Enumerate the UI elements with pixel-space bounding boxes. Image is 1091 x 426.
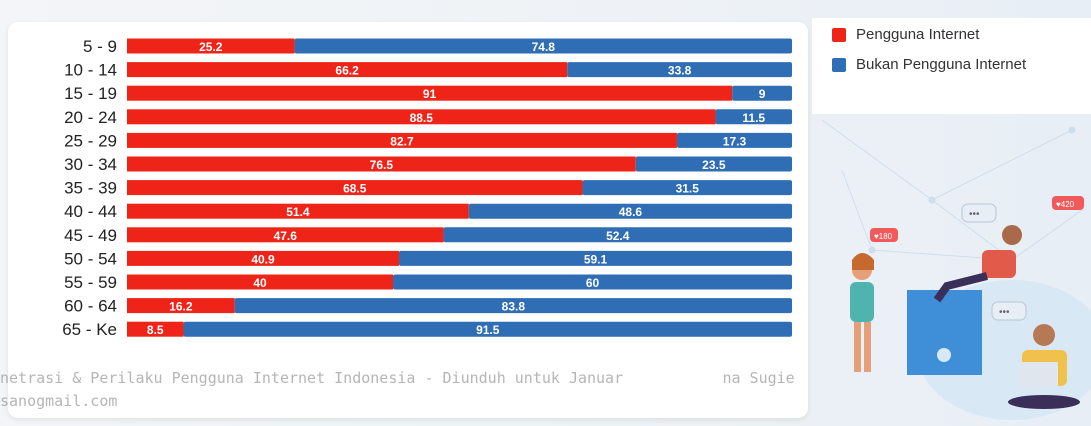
svg-text:•••: •••	[999, 307, 1010, 318]
bar-segment-bukan-2	[732, 85, 792, 101]
category-label-3: 20 - 24	[64, 108, 117, 127]
bar-segment-pengguna-12	[127, 321, 184, 337]
data-label-pengguna-2: 91	[423, 87, 437, 101]
data-label-bukan-4: 17.3	[723, 134, 747, 148]
category-label-5: 30 - 34	[64, 155, 117, 174]
bar-segment-bukan-0	[294, 38, 792, 54]
bar-segment-bukan-3	[715, 109, 792, 125]
svg-text:•••: •••	[969, 209, 980, 220]
category-label-9: 50 - 54	[64, 249, 117, 268]
data-label-bukan-5: 23.5	[702, 158, 726, 172]
category-label-12: 65 - Ke	[62, 320, 117, 339]
bar-segment-bukan-6	[582, 180, 792, 196]
data-label-bukan-6: 31.5	[676, 182, 700, 196]
bar-segment-pengguna-1	[127, 62, 568, 78]
category-label-7: 40 - 44	[64, 202, 117, 221]
bar-segment-bukan-7	[468, 203, 792, 219]
stacked-bar-chart: 5 - 9 25.2 74.8 10 - 14 66.2 33.8 15 - 19 91 9 20…	[62, 37, 793, 339]
category-label-8: 45 - 49	[64, 226, 117, 245]
data-label-pengguna-7: 51.4	[286, 205, 310, 219]
data-label-pengguna-11: 16.2	[169, 300, 193, 314]
legend-label-bukan-pengguna: Bukan Pengguna Internet	[856, 56, 1027, 73]
category-label-4: 25 - 29	[64, 131, 117, 150]
bar-segment-pengguna-0	[127, 38, 295, 54]
bar-segment-pengguna-2	[127, 85, 733, 101]
bar-segment-pengguna-5	[127, 156, 636, 172]
bar-segment-pengguna-8	[127, 227, 444, 243]
data-label-bukan-1: 33.8	[668, 64, 692, 78]
people-network-illustration: ♥180 ♥420 ••• •••	[821, 119, 1091, 420]
bar-segment-bukan-8	[443, 227, 792, 243]
bar-segment-pengguna-11	[127, 298, 235, 314]
data-label-pengguna-8: 47.6	[274, 229, 298, 243]
data-label-pengguna-10: 40	[253, 276, 267, 290]
legend-label-pengguna: Pengguna Internet	[856, 26, 980, 43]
bar-segment-bukan-4	[676, 132, 792, 148]
category-label-1: 10 - 14	[64, 61, 117, 80]
data-label-pengguna-5: 76.5	[370, 158, 394, 172]
data-label-pengguna-1: 66.2	[335, 64, 359, 78]
data-label-pengguna-0: 25.2	[199, 40, 223, 54]
data-label-bukan-8: 52.4	[606, 229, 630, 243]
data-label-bukan-11: 83.8	[502, 300, 526, 314]
data-label-pengguna-12: 8.5	[147, 323, 164, 337]
bar-segment-pengguna-4	[127, 132, 677, 148]
bar-segment-pengguna-10	[127, 274, 393, 290]
bar-segment-bukan-11	[234, 298, 793, 314]
data-label-bukan-10: 60	[586, 276, 600, 290]
bar-segment-pengguna-7	[127, 203, 469, 219]
bar-segment-bukan-1	[567, 62, 792, 78]
data-label-pengguna-6: 68.5	[343, 182, 367, 196]
legend-swatch-blue	[832, 57, 846, 72]
legend: Pengguna Internet Bukan Pengguna Interne…	[812, 18, 1091, 114]
data-label-pengguna-4: 82.7	[390, 134, 414, 148]
bar-segment-pengguna-9	[127, 250, 399, 266]
bar-segment-pengguna-6	[127, 180, 583, 196]
category-label-6: 35 - 39	[64, 179, 117, 198]
category-label-2: 15 - 19	[64, 84, 117, 103]
bar-segment-bukan-12	[183, 321, 792, 337]
category-label-10: 55 - 59	[64, 273, 117, 292]
bar-segment-pengguna-3	[127, 109, 716, 125]
svg-text:♥420: ♥420	[1056, 200, 1075, 209]
legend-item-bukan-pengguna: Bukan Pengguna Internet	[832, 56, 1026, 73]
data-label-bukan-2: 9	[759, 87, 766, 101]
data-label-bukan-3: 11.5	[742, 111, 765, 125]
data-label-bukan-12: 91.5	[476, 323, 500, 337]
category-label-11: 60 - 64	[64, 297, 117, 316]
data-label-pengguna-3: 88.5	[410, 111, 434, 125]
legend-item-pengguna: Pengguna Internet	[832, 26, 979, 43]
data-label-bukan-7: 48.6	[619, 205, 643, 219]
category-label-0: 5 - 9	[83, 37, 117, 56]
bar-segment-bukan-10	[393, 274, 792, 290]
box-block	[907, 290, 982, 375]
bar-segment-bukan-9	[398, 250, 792, 266]
data-label-pengguna-9: 40.9	[251, 252, 275, 266]
svg-text:♥180: ♥180	[874, 232, 893, 241]
data-label-bukan-0: 74.8	[532, 40, 556, 54]
legend-swatch-red	[832, 27, 846, 42]
bar-segment-bukan-5	[635, 156, 792, 172]
data-label-bukan-9: 59.1	[584, 252, 608, 266]
